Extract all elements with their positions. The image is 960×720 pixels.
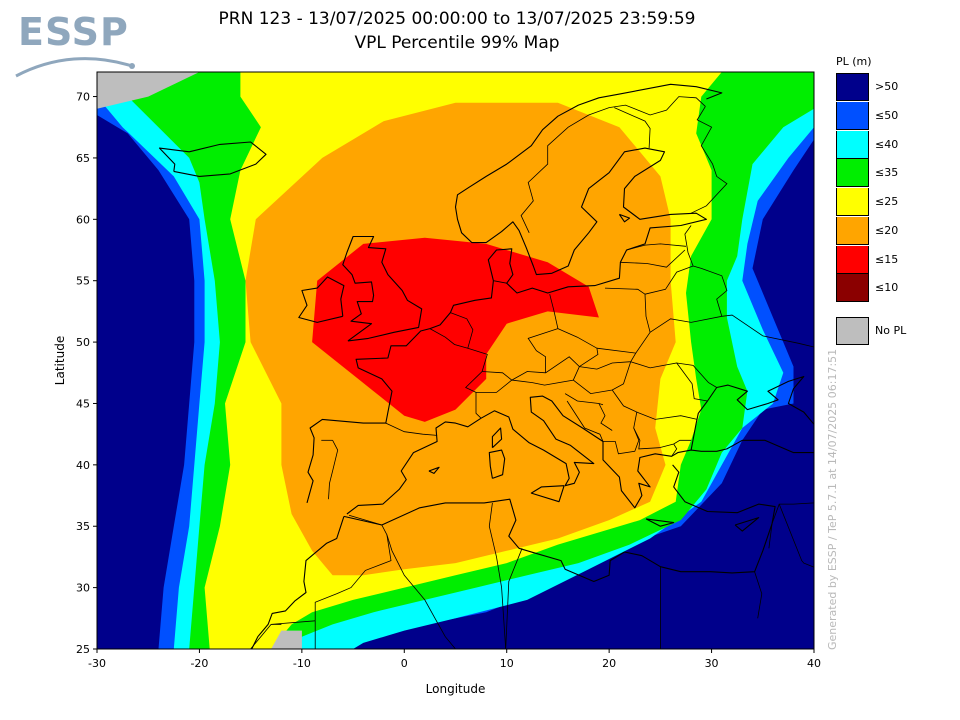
legend-swatch bbox=[836, 73, 869, 101]
country-border-27 bbox=[614, 107, 651, 149]
legend-swatch bbox=[836, 130, 869, 159]
coastline-4 bbox=[346, 395, 814, 515]
country-border-25 bbox=[692, 265, 728, 317]
country-border-34 bbox=[754, 571, 763, 619]
legend-swatch bbox=[836, 216, 869, 245]
logo-swoosh bbox=[15, 57, 135, 78]
x-tick-label: 40 bbox=[807, 657, 821, 670]
y-tick-label: 65 bbox=[76, 152, 90, 165]
country-border-28 bbox=[690, 106, 728, 214]
coastline-14 bbox=[618, 213, 631, 223]
country-border-37 bbox=[768, 523, 773, 549]
legend-label: ≤25 bbox=[875, 195, 899, 208]
x-tick-label: 20 bbox=[602, 657, 616, 670]
legend-label: ≤35 bbox=[875, 166, 899, 180]
no-pl-region-1 bbox=[271, 630, 302, 649]
x-tick-label: -20 bbox=[190, 657, 208, 670]
logo-text: ESSP bbox=[18, 10, 129, 54]
legend-label: ≤15 bbox=[875, 252, 899, 266]
coastline-1 bbox=[342, 235, 423, 342]
country-border-35 bbox=[771, 502, 814, 524]
x-tick-label: 0 bbox=[401, 657, 408, 670]
country-border-13 bbox=[603, 389, 640, 455]
legend-swatch bbox=[836, 274, 869, 303]
country-border-36 bbox=[778, 503, 814, 568]
generated-watermark: Generated by ESSP / TeP 5.7.1 at 14/07/2… bbox=[826, 348, 839, 650]
legend-label: >50 bbox=[875, 80, 899, 93]
country-border-15 bbox=[633, 427, 692, 450]
x-tick-label: 30 bbox=[705, 657, 719, 670]
coastline-5 bbox=[343, 464, 776, 583]
x-axis-label: Longitude bbox=[426, 682, 486, 696]
y-axis-label: Latitude bbox=[53, 336, 67, 385]
y-tick-label: 50 bbox=[76, 336, 90, 349]
contour-15m bbox=[312, 237, 599, 422]
country-border-10 bbox=[579, 352, 637, 370]
country-border-32 bbox=[505, 548, 523, 649]
y-tick-label: 30 bbox=[76, 582, 90, 595]
country-border-1 bbox=[328, 440, 339, 500]
y-tick-label: 40 bbox=[76, 459, 90, 472]
chart-title-line1: PRN 123 - 13/07/2025 00:00:00 to 13/07/2… bbox=[218, 9, 696, 29]
coastline-6 bbox=[251, 516, 345, 649]
country-border-21 bbox=[620, 249, 686, 268]
legend-swatch bbox=[836, 245, 869, 274]
plot-frame bbox=[96, 71, 815, 650]
coastline-2 bbox=[298, 276, 345, 323]
coastline-11 bbox=[645, 518, 675, 527]
country-border-26 bbox=[520, 96, 706, 233]
legend-label: ≤40 bbox=[875, 137, 899, 151]
coastline-9 bbox=[530, 485, 565, 503]
plot-area bbox=[97, 72, 814, 649]
country-border-17 bbox=[564, 393, 604, 406]
legend-title: PL (m) bbox=[836, 55, 872, 68]
x-tick-label: -30 bbox=[88, 657, 106, 670]
legend-swatch bbox=[836, 159, 869, 188]
country-border-11 bbox=[630, 361, 708, 402]
axes: -30 -20 -10 0 10 20 30 40 25 30 35 40 45 50 55 60 65 70 Lo… bbox=[53, 71, 821, 696]
y-tick-label: 70 bbox=[76, 91, 90, 104]
country-border-23 bbox=[649, 314, 814, 348]
y-tick-label: 60 bbox=[76, 213, 90, 226]
country-border-30 bbox=[386, 534, 456, 649]
no-pl-region-0 bbox=[97, 72, 200, 109]
essp-logo: ESSP bbox=[14, 4, 154, 82]
legend-label: ≤10 bbox=[875, 281, 899, 295]
y-tick-label: 25 bbox=[76, 643, 90, 656]
legend-swatch bbox=[836, 188, 869, 216]
coastline-3 bbox=[158, 141, 267, 177]
country-border-6 bbox=[493, 280, 507, 284]
y-tick-label: 35 bbox=[76, 520, 90, 533]
country-border-18 bbox=[566, 400, 604, 442]
coastline-12 bbox=[734, 517, 760, 532]
country-border-0 bbox=[385, 422, 438, 436]
legend-label: ≤20 bbox=[875, 223, 899, 237]
legend-swatch-no-pl bbox=[836, 317, 869, 345]
country-border-22 bbox=[626, 243, 687, 251]
coastline-13 bbox=[428, 466, 440, 474]
x-tick-label: 10 bbox=[500, 657, 514, 670]
country-border-19 bbox=[598, 403, 613, 431]
y-tick-label: 45 bbox=[76, 397, 90, 410]
legend-swatch bbox=[836, 101, 869, 130]
coastline-8 bbox=[488, 449, 506, 479]
coastline-10 bbox=[491, 427, 503, 449]
country-border-24 bbox=[676, 362, 717, 388]
chart-title-line2: VPL Percentile 99% Map bbox=[354, 33, 560, 53]
country-border-14 bbox=[636, 411, 698, 420]
x-tick-label: -10 bbox=[293, 657, 311, 670]
y-tick-label: 55 bbox=[76, 275, 90, 288]
coastline-0 bbox=[306, 83, 723, 504]
country-border-29 bbox=[314, 514, 392, 621]
country-border-16 bbox=[671, 443, 678, 457]
country-border-4 bbox=[450, 312, 474, 349]
country-border-31 bbox=[488, 502, 507, 649]
country-border-7 bbox=[527, 294, 559, 373]
legend-label-no-pl: No PL bbox=[875, 324, 907, 337]
legend-label: ≤50 bbox=[875, 108, 899, 122]
country-border-3 bbox=[429, 328, 488, 419]
